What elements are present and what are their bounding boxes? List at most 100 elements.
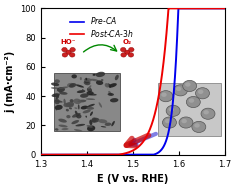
- Circle shape: [173, 85, 187, 96]
- Ellipse shape: [99, 102, 102, 108]
- Ellipse shape: [74, 107, 77, 109]
- Ellipse shape: [115, 75, 119, 80]
- Ellipse shape: [66, 109, 69, 112]
- Ellipse shape: [63, 99, 66, 104]
- Ellipse shape: [63, 103, 71, 107]
- Circle shape: [169, 107, 174, 112]
- Ellipse shape: [59, 86, 68, 89]
- Circle shape: [179, 117, 193, 128]
- Circle shape: [159, 91, 173, 102]
- Ellipse shape: [76, 114, 81, 119]
- Ellipse shape: [74, 129, 82, 132]
- Ellipse shape: [75, 111, 78, 115]
- Circle shape: [70, 47, 75, 52]
- Ellipse shape: [98, 119, 107, 123]
- Ellipse shape: [108, 91, 112, 96]
- Ellipse shape: [69, 107, 72, 109]
- Ellipse shape: [77, 90, 85, 93]
- Ellipse shape: [84, 78, 92, 82]
- Ellipse shape: [55, 79, 60, 83]
- Circle shape: [128, 53, 134, 57]
- X-axis label: E (V vs. RHE): E (V vs. RHE): [97, 174, 169, 184]
- Y-axis label: j (mA·cm⁻²): j (mA·cm⁻²): [5, 50, 15, 113]
- Ellipse shape: [62, 128, 68, 130]
- Circle shape: [198, 90, 203, 94]
- Circle shape: [166, 105, 180, 116]
- Text: O₂: O₂: [123, 39, 132, 45]
- Ellipse shape: [105, 83, 109, 88]
- Ellipse shape: [51, 83, 59, 86]
- Circle shape: [194, 123, 200, 128]
- Ellipse shape: [78, 104, 80, 109]
- Ellipse shape: [110, 98, 118, 102]
- Ellipse shape: [86, 98, 95, 100]
- FancyBboxPatch shape: [158, 83, 221, 136]
- Circle shape: [185, 82, 190, 87]
- Ellipse shape: [84, 80, 89, 83]
- Circle shape: [129, 47, 134, 52]
- Ellipse shape: [108, 93, 114, 96]
- Ellipse shape: [69, 83, 76, 88]
- Ellipse shape: [83, 110, 91, 113]
- Circle shape: [125, 50, 130, 54]
- Ellipse shape: [93, 74, 96, 76]
- Ellipse shape: [84, 81, 90, 85]
- Circle shape: [176, 87, 181, 91]
- Circle shape: [161, 93, 167, 97]
- Ellipse shape: [55, 95, 59, 99]
- Circle shape: [201, 108, 215, 119]
- Ellipse shape: [73, 98, 81, 104]
- Circle shape: [163, 117, 177, 128]
- Circle shape: [183, 80, 197, 91]
- Ellipse shape: [57, 87, 65, 92]
- Circle shape: [120, 47, 126, 52]
- Ellipse shape: [70, 99, 74, 103]
- Ellipse shape: [68, 104, 74, 108]
- Circle shape: [192, 121, 206, 132]
- Circle shape: [195, 88, 210, 99]
- Ellipse shape: [77, 100, 86, 102]
- Circle shape: [189, 98, 194, 103]
- Ellipse shape: [76, 124, 85, 126]
- Ellipse shape: [88, 85, 91, 89]
- FancyBboxPatch shape: [54, 73, 120, 131]
- Ellipse shape: [101, 126, 106, 128]
- Ellipse shape: [55, 100, 63, 103]
- Ellipse shape: [55, 128, 59, 131]
- Ellipse shape: [111, 121, 115, 126]
- Ellipse shape: [101, 79, 103, 81]
- Circle shape: [165, 119, 170, 123]
- Ellipse shape: [87, 125, 95, 131]
- Circle shape: [66, 50, 71, 54]
- Ellipse shape: [58, 119, 67, 123]
- Ellipse shape: [86, 91, 94, 95]
- Ellipse shape: [87, 88, 92, 92]
- Ellipse shape: [105, 122, 111, 126]
- Ellipse shape: [72, 120, 79, 124]
- Ellipse shape: [85, 78, 87, 80]
- Ellipse shape: [87, 125, 93, 128]
- Circle shape: [203, 110, 209, 115]
- Ellipse shape: [88, 94, 94, 95]
- Ellipse shape: [76, 84, 84, 88]
- Ellipse shape: [80, 77, 82, 80]
- Ellipse shape: [90, 112, 93, 116]
- Ellipse shape: [55, 105, 63, 110]
- Legend: $\it{Pre}$-$\it{CA}$, $\it{Post}$-$\it{CA}$-$\it{3h}$: $\it{Pre}$-$\it{CA}$, $\it{Post}$-$\it{C…: [67, 12, 136, 42]
- Ellipse shape: [85, 116, 87, 118]
- Text: HO⁻: HO⁻: [61, 39, 76, 45]
- Circle shape: [62, 53, 68, 57]
- Ellipse shape: [51, 87, 59, 89]
- Ellipse shape: [52, 93, 60, 97]
- Ellipse shape: [65, 102, 74, 107]
- Ellipse shape: [81, 106, 88, 109]
- Ellipse shape: [59, 125, 68, 127]
- Circle shape: [69, 53, 75, 57]
- Ellipse shape: [96, 80, 103, 85]
- Circle shape: [181, 119, 187, 123]
- Ellipse shape: [54, 99, 60, 104]
- Ellipse shape: [89, 94, 97, 96]
- Circle shape: [186, 96, 200, 108]
- Ellipse shape: [59, 92, 67, 95]
- Ellipse shape: [55, 109, 57, 110]
